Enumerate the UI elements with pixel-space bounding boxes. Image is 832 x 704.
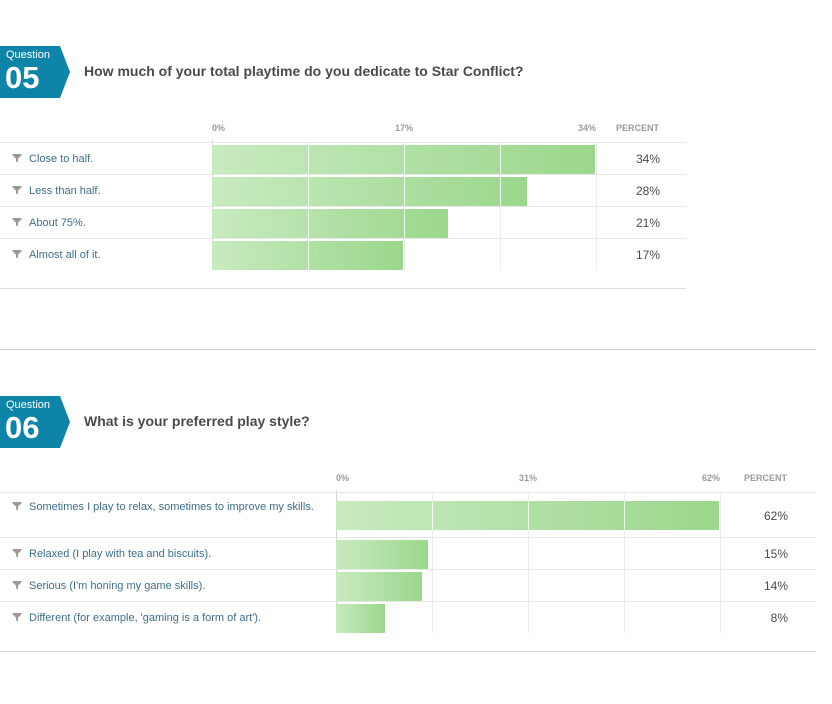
bar-gridline xyxy=(308,240,309,270)
bar-gridline xyxy=(404,208,405,238)
table-row: Serious (I'm honing my game skills). 14% xyxy=(0,569,816,601)
filter-icon[interactable] xyxy=(12,153,22,163)
percent-value: 15% xyxy=(763,547,788,561)
bar xyxy=(212,144,595,174)
percent-value: 14% xyxy=(763,579,788,593)
badge-label: Question xyxy=(6,399,51,411)
answer-label[interactable]: Different (for example, 'gaming is a for… xyxy=(12,611,324,626)
percent-column-header: PERCENT xyxy=(616,123,660,133)
answer-label[interactable]: Close to half. xyxy=(12,152,200,167)
question-number: 05 xyxy=(5,60,40,95)
table-row: About 75%. 21% xyxy=(0,206,686,238)
bar-gridline xyxy=(624,501,625,530)
percent-value: 34% xyxy=(635,152,660,166)
answer-text: Almost all of it. xyxy=(29,249,101,261)
bar-gridline xyxy=(404,176,405,206)
answer-text: Relaxed (I play with tea and biscuits). xyxy=(29,548,212,560)
bar xyxy=(336,603,385,633)
bar xyxy=(212,176,528,206)
filter-icon[interactable] xyxy=(12,501,22,511)
bar-gridline xyxy=(500,176,501,206)
question-number: 06 xyxy=(5,410,40,445)
bar-gridline xyxy=(500,144,501,174)
gridline xyxy=(624,492,625,633)
question-badge: Question 06 xyxy=(0,396,72,448)
table-row: Relaxed (I play with tea and biscuits). 1… xyxy=(0,537,816,569)
gridline xyxy=(720,492,721,633)
answer-label[interactable]: Less than half. xyxy=(12,184,200,199)
answer-text: Sometimes I play to relax, sometimes to … xyxy=(29,501,314,513)
bar xyxy=(212,240,403,270)
percent-value: 8% xyxy=(770,611,788,625)
axis-tick-label: 62% xyxy=(702,473,721,483)
axis-tick-label: 17% xyxy=(395,123,414,133)
axis-tick-label: 31% xyxy=(519,473,538,483)
answer-label[interactable]: Relaxed (I play with tea and biscuits). xyxy=(12,547,324,562)
filter-icon[interactable] xyxy=(12,580,22,590)
axis-tick-label: 34% xyxy=(578,123,597,133)
bar-gridline xyxy=(528,501,529,530)
answer-label[interactable]: Serious (I'm honing my game skills). xyxy=(12,579,324,594)
percent-value: 28% xyxy=(635,184,660,198)
bar-gridline xyxy=(308,176,309,206)
bar xyxy=(336,501,719,530)
gridline xyxy=(432,492,433,633)
chart-bottom-line xyxy=(0,288,686,289)
percent-value: 62% xyxy=(763,508,788,523)
filter-icon[interactable] xyxy=(12,185,22,195)
bar xyxy=(336,539,428,569)
chart-bottom-line xyxy=(0,651,816,652)
answer-label[interactable]: About 75%. xyxy=(12,216,200,231)
bar xyxy=(212,208,449,238)
table-row: Different (for example, 'gaming is a for… xyxy=(0,601,816,633)
answer-text: Serious (I'm honing my game skills). xyxy=(29,580,206,592)
badge-label: Question xyxy=(6,49,51,61)
table-row: Almost all of it. 17% xyxy=(0,238,686,270)
table-row: Less than half. 28% xyxy=(0,174,686,206)
gridline xyxy=(528,492,529,633)
axis-tick-label: 0% xyxy=(336,473,350,483)
section-divider xyxy=(0,349,816,350)
answer-text: Close to half. xyxy=(29,153,94,165)
filter-icon[interactable] xyxy=(12,217,22,227)
filter-icon[interactable] xyxy=(12,548,22,558)
percent-column-header: PERCENT xyxy=(744,473,788,483)
table-row: Sometimes I play to relax, sometimes to … xyxy=(0,492,816,537)
question-badge: Question 05 xyxy=(0,46,72,98)
answer-text: Less than half. xyxy=(29,185,101,197)
question-title: What is your preferred play style? xyxy=(84,413,310,429)
bar-gridline xyxy=(308,208,309,238)
percent-value: 17% xyxy=(635,248,660,262)
answer-label[interactable]: Almost all of it. xyxy=(12,248,200,263)
filter-icon[interactable] xyxy=(12,612,22,622)
percent-value: 21% xyxy=(635,216,660,230)
answer-label[interactable]: Sometimes I play to relax, sometimes to … xyxy=(12,500,324,515)
question-title: How much of your total playtime do you d… xyxy=(84,63,524,79)
filter-icon[interactable] xyxy=(12,249,22,259)
answer-text: About 75%. xyxy=(29,217,86,229)
bar-gridline xyxy=(404,144,405,174)
axis-tick-label: 0% xyxy=(212,123,226,133)
badge-shape xyxy=(0,396,70,448)
bar-gridline xyxy=(432,501,433,530)
answer-text: Different (for example, 'gaming is a for… xyxy=(29,612,262,624)
badge-shape xyxy=(0,46,70,98)
bar xyxy=(336,571,422,601)
table-row: Close to half. 34% xyxy=(0,142,686,174)
bar-gridline xyxy=(308,144,309,174)
